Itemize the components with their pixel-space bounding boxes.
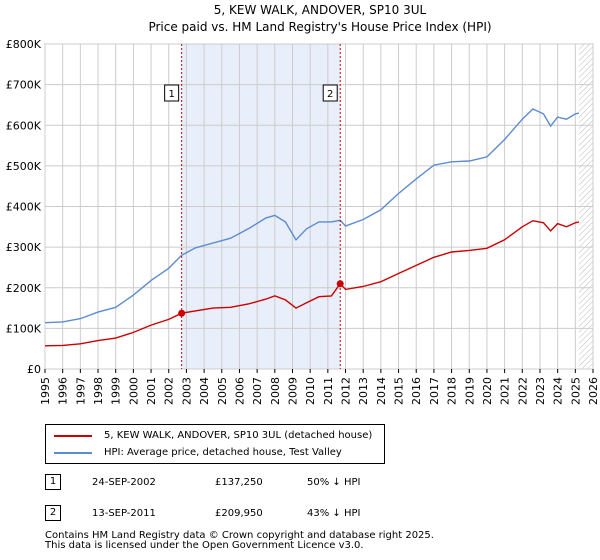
sale-number-badge: 2 [45,505,61,521]
x-tick-label: 1997 [74,377,87,405]
legend: 5, KEW WALK, ANDOVER, SP10 3UL (detached… [45,424,385,464]
x-tick-label: 2005 [216,377,229,405]
legend-item-hpi: HPI: Average price, detached house, Test… [46,444,382,462]
x-tick-label: 2010 [304,377,317,405]
x-tick-label: 2025 [569,377,582,405]
hpi-series-line [44,108,580,324]
x-tick-label: 2026 [587,377,600,405]
x-tick-label: 2008 [269,377,282,405]
footer-copyright: Contains HM Land Registry data © Crown c… [45,530,434,541]
sale-price: £137,250 [215,477,263,488]
legend-swatch-property [54,435,92,437]
x-tick-label: 1998 [92,377,105,405]
x-tick-label: 2015 [393,377,406,405]
y-tick-label: £400K [6,201,42,214]
legend-swatch-hpi [54,452,92,454]
y-tick-label: £700K [6,79,42,92]
property-series-line [44,219,580,347]
sale-marker-badge [164,84,180,102]
footer: Contains HM Land Registry data © Crown c… [45,531,434,551]
x-tick-label: 1996 [57,377,70,405]
x-tick-label: 2012 [340,377,353,405]
sale-number-badge: 1 [45,474,61,490]
y-tick-label: £800K [6,38,42,51]
x-tick-label: 2003 [180,377,193,405]
y-tick-label: £200K [6,282,42,295]
sale-marker-label: 2 [327,89,333,100]
y-tick-label: £100K [6,322,42,335]
footer-licence: This data is licensed under the Open Gov… [45,540,364,551]
sale-point [336,280,344,288]
y-tick-label: £0 [27,363,41,376]
x-tick-label: 1999 [110,377,123,405]
x-axis: 1995 1996 1997 1998 1999 2000 2001 2002 2003 2004… [39,369,600,405]
x-tick-label: 2016 [410,377,423,405]
sale-hpi-diff: 50% ↓ HPI [307,477,361,488]
sale-marker-badge [322,84,338,102]
grid [44,43,594,370]
x-tick-label: 2006 [233,377,246,405]
x-tick-label: 2021 [499,377,512,405]
x-tick-label: 2024 [552,377,565,405]
sale-row: 1 24-SEP-2002 £137,250 50% ↓ HPI [45,474,360,492]
x-tick-label: 2002 [163,377,176,405]
sale-marker-label: 1 [168,89,174,100]
legend-label-hpi: HPI: Average price, detached house, Test… [104,447,342,458]
x-tick-label: 2022 [516,377,529,405]
sale-hpi-diff: 43% ↓ HPI [307,508,361,519]
x-tick-label: 2013 [357,377,370,405]
x-tick-label: 2007 [251,377,264,405]
x-tick-label: 2020 [481,377,494,405]
sale-date: 24-SEP-2002 [92,477,156,488]
x-tick-label: 2023 [534,377,547,405]
y-axis: £0 £100K £200K £300K £400K £500K £600K £700K £80… [6,38,42,376]
sale-point [178,309,186,317]
chart-title: 5, KEW WALK, ANDOVER, SP10 3UL [214,3,427,17]
sale-price: £209,950 [215,508,263,519]
legend-label-property: 5, KEW WALK, ANDOVER, SP10 3UL (detached… [104,430,373,441]
x-tick-label: 1995 [39,377,52,405]
x-tick-label: 2018 [446,377,459,405]
chart-subtitle: Price paid vs. HM Land Registry's House … [148,20,491,34]
x-tick-label: 2000 [127,377,140,405]
series-layer [44,108,580,347]
y-tick-label: £600K [6,119,42,132]
y-tick-label: £300K [6,241,42,254]
x-tick-label: 2004 [198,377,211,405]
legend-item-property: 5, KEW WALK, ANDOVER, SP10 3UL (detached… [46,427,382,445]
x-tick-label: 2019 [463,377,476,405]
x-tick-label: 2014 [375,377,388,405]
price-chart: 5, KEW WALK, ANDOVER, SP10 3UL Price pai… [6,3,600,405]
sale-date: 13-SEP-2011 [92,508,156,519]
sale-row: 2 13-SEP-2011 £209,950 43% ↓ HPI [45,505,360,523]
x-tick-label: 2017 [428,377,441,405]
x-tick-label: 2009 [286,377,299,405]
x-tick-label: 2011 [322,377,335,405]
y-tick-label: £500K [6,160,42,173]
x-tick-label: 2001 [145,377,158,405]
